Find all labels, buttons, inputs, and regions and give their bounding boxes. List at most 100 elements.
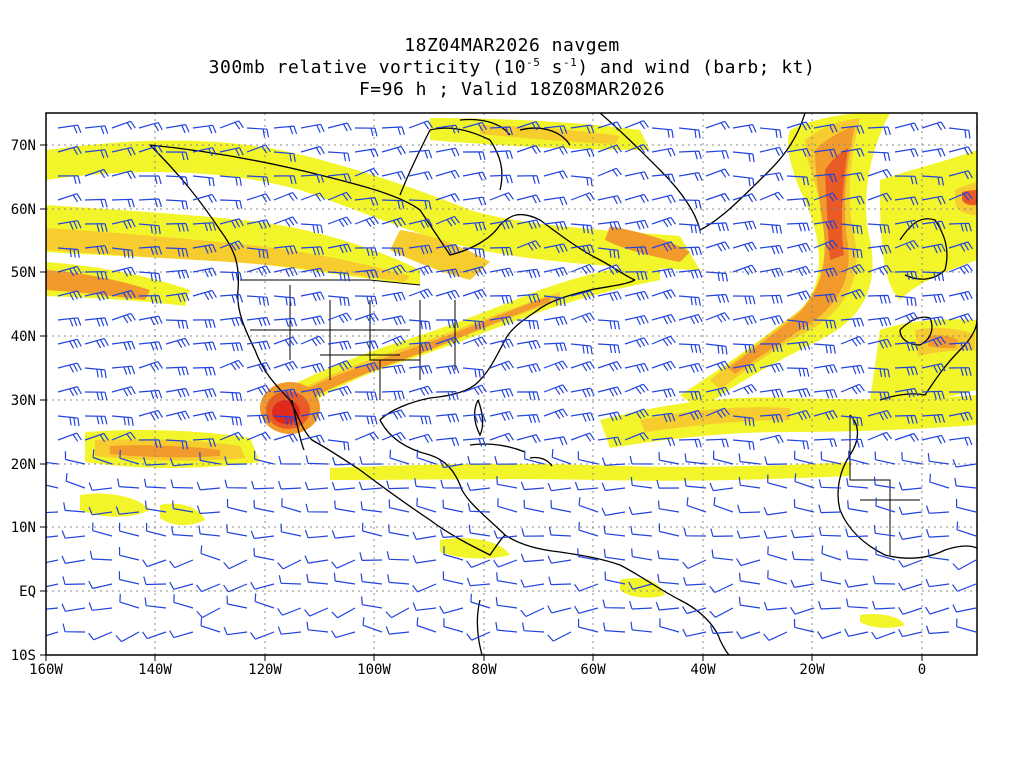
wind-barb <box>736 530 761 539</box>
wind-barb <box>597 195 622 205</box>
wind-barb <box>602 599 626 609</box>
lat-label-10n: 10N <box>11 520 36 536</box>
wind-barb <box>840 263 865 275</box>
wind-barb <box>111 386 136 397</box>
wind-barb <box>88 631 113 641</box>
wind-barb <box>57 362 82 373</box>
wind-barb <box>840 335 865 347</box>
wind-barb <box>327 312 352 323</box>
wind-barb <box>732 264 757 276</box>
wind-barb <box>763 631 788 641</box>
wind-barb <box>331 630 356 639</box>
wind-barb <box>223 559 248 570</box>
wind-barb <box>280 523 302 537</box>
wind-barb <box>435 193 460 203</box>
lon-label-140w: 140W <box>138 662 172 678</box>
wind-barb <box>496 476 518 489</box>
wind-barb <box>604 571 626 585</box>
wind-barb <box>139 175 162 185</box>
wind-barb <box>597 319 620 330</box>
wind-barb <box>327 122 352 132</box>
wind-barb <box>705 222 729 232</box>
wind-barb <box>578 618 599 633</box>
wind-barb <box>678 199 702 209</box>
wind-barb <box>412 531 437 540</box>
wind-barb <box>624 271 648 280</box>
wind-barb <box>359 552 383 561</box>
wind-barb <box>630 477 653 489</box>
wind-barb <box>759 434 784 444</box>
wind-barb <box>840 288 865 300</box>
wind-barb <box>273 415 297 426</box>
wind-barb <box>57 145 82 156</box>
wind-barb <box>219 391 243 402</box>
wind-barb <box>651 437 676 447</box>
wind-barb <box>818 479 842 489</box>
wind-barb <box>489 388 514 398</box>
wind-barb <box>273 317 298 327</box>
wind-barb <box>678 172 703 182</box>
wind-barb <box>872 600 896 610</box>
wind-barb <box>543 125 568 135</box>
wind-barb <box>821 545 842 561</box>
wind-barb <box>732 124 757 134</box>
wind-barb <box>84 245 109 255</box>
wind-barb <box>172 500 194 513</box>
wind-barb <box>651 268 676 278</box>
wind-barb <box>867 192 892 202</box>
wind-barb <box>462 384 487 396</box>
wind-barb <box>300 192 325 202</box>
wind-barb <box>462 171 487 181</box>
wind-barb <box>57 220 82 230</box>
wind-barb <box>845 528 869 538</box>
wind-barb <box>219 175 242 186</box>
wind-barb <box>388 524 410 537</box>
wind-barb <box>813 293 838 303</box>
wind-barb <box>57 432 82 442</box>
wind-barb <box>759 146 784 156</box>
wind-barb <box>165 292 190 303</box>
wind-barb <box>219 240 244 251</box>
wind-barb <box>381 431 406 441</box>
wind-barb <box>354 127 378 137</box>
wind-barb <box>192 388 217 398</box>
wind-barb <box>686 497 707 513</box>
wind-barb <box>489 192 514 202</box>
wind-barb <box>570 432 595 442</box>
wind-barb <box>759 343 783 353</box>
wind-barb <box>921 121 946 131</box>
wind-barb <box>165 410 190 421</box>
wind-barb <box>786 367 810 377</box>
wind-barb <box>952 559 977 571</box>
wind-barb <box>219 342 243 352</box>
wind-barb <box>894 387 919 398</box>
wind-barb <box>840 195 865 205</box>
wind-barb <box>713 450 734 465</box>
wind-barb <box>705 241 730 252</box>
wind-barb <box>300 246 324 256</box>
wind-barb <box>111 431 136 441</box>
wind-barb <box>138 271 161 282</box>
wind-barb <box>818 504 842 514</box>
wind-barb <box>875 497 896 513</box>
wind-barb <box>300 434 325 444</box>
wind-barb <box>867 126 891 136</box>
wind-barb <box>948 191 973 201</box>
wind-barb <box>246 144 271 154</box>
wind-barb <box>57 338 82 349</box>
wind-barb <box>138 295 162 304</box>
wind-barb <box>226 595 248 609</box>
wind-barb <box>273 360 298 372</box>
wind-barb <box>927 549 950 561</box>
wind-barb <box>170 479 194 489</box>
wind-barb <box>523 499 545 513</box>
wind-barb <box>578 497 599 513</box>
wind-barb <box>462 247 486 258</box>
wind-barb <box>657 573 680 585</box>
wind-barb <box>705 438 729 448</box>
wind-barb <box>705 168 730 178</box>
wind-barb <box>171 526 194 537</box>
wind-barb <box>435 268 460 279</box>
europe-coast <box>879 316 977 401</box>
wind-barb <box>495 597 518 609</box>
